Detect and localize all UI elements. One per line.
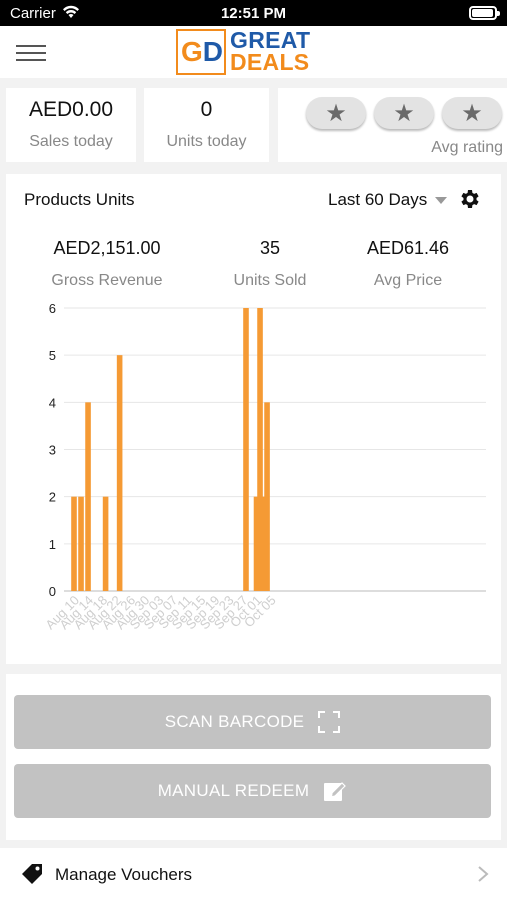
y-tick-label: 1 bbox=[49, 537, 56, 552]
chart-title: Products Units bbox=[24, 190, 135, 209]
y-tick-label: 4 bbox=[49, 395, 56, 410]
avg-price-value: AED61.46 bbox=[366, 238, 450, 258]
date-range-label: Last 60 Days bbox=[328, 190, 428, 209]
scan-barcode-label: SCAN BARCODE bbox=[164, 712, 305, 731]
manual-redeem-label: MANUAL REDEEM bbox=[157, 781, 310, 800]
y-tick-label: 0 bbox=[49, 584, 56, 599]
logo-line-1: GREAT bbox=[230, 27, 311, 53]
avg-rating-card: ★ ★ ★ Avg rating bbox=[278, 88, 507, 162]
bar bbox=[257, 308, 263, 591]
products-units-card: Products Units Last 60 Days AED2,151.00 … bbox=[6, 174, 501, 664]
units-today-label: Units today bbox=[166, 133, 247, 150]
star-icon[interactable]: ★ bbox=[374, 97, 434, 129]
bar bbox=[85, 402, 91, 591]
edit-icon bbox=[324, 782, 347, 801]
manage-vouchers-label: Manage Vouchers bbox=[55, 865, 193, 884]
gross-revenue-label: Gross Revenue bbox=[51, 272, 163, 289]
sales-today-value: AED0.00 bbox=[28, 98, 114, 121]
y-tick-label: 3 bbox=[49, 443, 56, 458]
logo-line-2: DEALS bbox=[230, 49, 310, 75]
sales-today-card: AED0.00 Sales today bbox=[6, 88, 136, 162]
scan-barcode-button[interactable]: SCAN BARCODE bbox=[14, 695, 491, 749]
star-icon[interactable]: ★ bbox=[442, 97, 502, 129]
status-bar: Carrier 12:51 PM bbox=[0, 0, 507, 26]
bar bbox=[243, 308, 249, 591]
y-tick-label: 5 bbox=[49, 348, 56, 363]
units-sold-label: Units Sold bbox=[233, 272, 307, 289]
carrier-label: Carrier bbox=[10, 5, 56, 22]
y-tick-label: 6 bbox=[49, 301, 56, 316]
avg-rating-label: Avg rating bbox=[431, 139, 503, 156]
wifi-icon bbox=[63, 5, 79, 18]
rating-stars: ★ ★ ★ bbox=[278, 97, 507, 129]
battery-icon bbox=[469, 6, 500, 20]
units-sold-value: 35 bbox=[259, 238, 281, 258]
bar bbox=[116, 355, 123, 591]
chevron-down-icon bbox=[435, 197, 448, 205]
date-range-dropdown[interactable]: Last 60 Days bbox=[328, 190, 448, 210]
bar bbox=[102, 496, 109, 591]
avg-price-label: Avg Price bbox=[373, 272, 443, 289]
logo-mark: GD bbox=[176, 29, 226, 75]
clock: 12:51 PM bbox=[220, 5, 287, 22]
units-sold-stat: 35 Units Sold bbox=[195, 238, 345, 290]
scan-frame-icon bbox=[318, 711, 341, 733]
great-deals-logo: GD GREAT DEALS bbox=[176, 27, 316, 77]
chevron-right-icon bbox=[478, 866, 489, 882]
stats-row: AED0.00 Sales today 0 Units today ★ ★ ★ … bbox=[0, 88, 507, 162]
manage-vouchers-row[interactable]: Manage Vouchers bbox=[0, 848, 507, 900]
bar bbox=[71, 496, 77, 591]
y-tick-label: 2 bbox=[49, 490, 56, 505]
tag-icon bbox=[22, 864, 42, 884]
units-today-value: 0 bbox=[200, 98, 213, 121]
gross-revenue-stat: AED2,151.00 Gross Revenue bbox=[32, 238, 182, 290]
gear-icon[interactable] bbox=[458, 187, 482, 211]
sales-today-label: Sales today bbox=[29, 133, 113, 150]
bar bbox=[78, 496, 84, 591]
bar bbox=[253, 496, 260, 591]
top-bar: GD GREAT DEALS bbox=[0, 26, 507, 78]
manual-redeem-button[interactable]: MANUAL REDEEM bbox=[14, 764, 491, 818]
bar bbox=[264, 402, 270, 591]
bar bbox=[260, 496, 267, 591]
units-today-card: 0 Units today bbox=[144, 88, 269, 162]
star-icon[interactable]: ★ bbox=[306, 97, 366, 129]
actions-card: SCAN BARCODE MANUAL REDEEM bbox=[6, 674, 501, 840]
gross-revenue-value: AED2,151.00 bbox=[53, 238, 161, 258]
avg-price-stat: AED61.46 Avg Price bbox=[333, 238, 483, 290]
hamburger-menu-icon[interactable] bbox=[16, 40, 46, 64]
